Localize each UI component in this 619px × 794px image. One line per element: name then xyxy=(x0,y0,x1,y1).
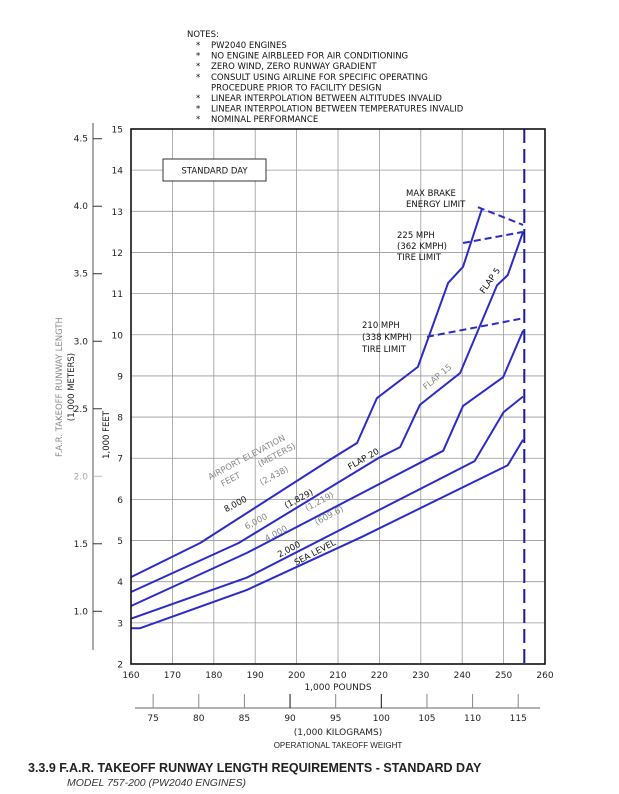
x-tick-label: 250 xyxy=(495,671,512,681)
limit-line xyxy=(477,206,524,226)
y-tick-label: 11 xyxy=(112,290,123,300)
figure-subtitle: MODEL 757-200 (PW2040 ENGINES) xyxy=(67,777,246,789)
x-tick-label: 240 xyxy=(454,671,471,681)
x-tick-label: 220 xyxy=(371,671,388,681)
x-tick-label: 190 xyxy=(247,671,264,681)
curve-6000 xyxy=(130,231,525,593)
x-tick-label: 160 xyxy=(122,671,139,681)
meters-tick-label: 2.5 xyxy=(74,405,88,415)
y-axis-label-feet: 1,000 FEET xyxy=(102,410,112,459)
kg-tick-label: 75 xyxy=(147,714,158,724)
tire225-label-2: (362 KMPH) xyxy=(397,242,447,252)
tire210-label-3: TIRE LIMIT xyxy=(361,345,407,355)
note-item: CONSULT USING AIRLINE FOR SPECIFIC OPERA… xyxy=(211,73,428,83)
note-item: LINEAR INTERPOLATION BETWEEN ALTITUDES I… xyxy=(211,94,442,104)
y-axis-label-meters-2: (1,000 METERS) xyxy=(67,353,77,421)
tire225-label-3: TIRE LIMIT xyxy=(396,253,442,263)
meters-tick-label: 1.5 xyxy=(74,540,88,550)
curve-2000 xyxy=(130,395,524,620)
note-item: ZERO WIND, ZERO RUNWAY GRADIENT xyxy=(211,62,377,72)
kg-tick-label: 90 xyxy=(284,714,296,724)
meters-tick-label: 2.0 xyxy=(74,472,89,482)
meters-tick-label: 3.0 xyxy=(74,337,89,347)
y-tick-label: 5 xyxy=(117,537,123,547)
y-tick-label: 10 xyxy=(112,331,124,341)
meters-tick-label: 4.0 xyxy=(74,202,89,212)
note-item: LINEAR INTERPOLATION BETWEEN TEMPERATURE… xyxy=(211,105,464,115)
x-tick-label: 230 xyxy=(412,671,429,681)
standard-day-box xyxy=(162,158,267,182)
y-tick-label: 15 xyxy=(112,126,123,136)
meters-tick-label: 4.5 xyxy=(74,135,88,145)
note-bullet: * xyxy=(196,115,200,125)
tire225-label-1: 225 MPH xyxy=(397,231,435,241)
note-bullet: * xyxy=(196,62,200,72)
x-axis-label-pounds: 1,000 POUNDS xyxy=(304,683,371,693)
note-item: PROCEDURE PRIOR TO FACILITY DESIGN xyxy=(211,83,382,93)
meters-tick-label: 3.5 xyxy=(74,270,88,280)
note-item: PW2040 ENGINES xyxy=(211,41,287,51)
elev-8000-label: 8,000 xyxy=(223,495,249,515)
x-tick-label: 170 xyxy=(164,671,181,681)
note-bullet: * xyxy=(196,105,200,115)
y-tick-label: 2 xyxy=(117,661,123,671)
elev-6000-label: 6,000 xyxy=(243,512,269,532)
y-tick-label: 3 xyxy=(117,619,123,629)
kg-tick-label: 115 xyxy=(510,714,527,724)
limit-line xyxy=(462,230,524,244)
y-tick-label: 8 xyxy=(117,414,123,424)
flap-15-label: FLAP 15 xyxy=(422,363,455,393)
standard-day-label: STANDARD DAY xyxy=(181,167,248,177)
x-tick-label: 210 xyxy=(329,671,346,681)
brake-limit-label-2: ENERGY LIMIT xyxy=(406,200,466,210)
meters-tick-label: 1.0 xyxy=(74,607,89,617)
kg-tick-label: 95 xyxy=(330,714,341,724)
limit-line xyxy=(426,317,524,338)
tire210-label-2: (338 KMPH) xyxy=(362,333,412,343)
y-axis-label-meters-1: F.A.R. TAKEOFF RUNWAY LENGTH xyxy=(55,317,65,457)
kg-tick-label: 100 xyxy=(373,714,390,724)
x-axis-label-weight: OPERATIONAL TAKEOFF WEIGHT xyxy=(274,741,403,750)
plot-frame xyxy=(130,128,546,665)
curve-4000 xyxy=(130,330,524,607)
notes-block: NOTES: * PW2040 ENGINES * NO ENGINE AIRBLEE… xyxy=(187,30,464,125)
y-tick-label: 9 xyxy=(117,372,123,382)
tire210-label-1: 210 MPH xyxy=(362,321,400,331)
y-tick-label: 7 xyxy=(117,455,123,465)
note-bullet: * xyxy=(196,41,200,51)
note-bullet: * xyxy=(196,94,200,104)
y-tick-label: 6 xyxy=(117,496,123,506)
curve-8000 xyxy=(130,208,484,579)
x-tick-label: 200 xyxy=(288,671,305,681)
kg-tick-label: 85 xyxy=(239,714,250,724)
y-tick-label: 14 xyxy=(112,167,124,177)
y-tick-label: 4 xyxy=(117,578,123,588)
flap-5-label: FLAP 5 xyxy=(478,266,503,295)
x-tick-label: 180 xyxy=(205,671,222,681)
note-bullet: * xyxy=(196,52,200,62)
series-group xyxy=(130,129,526,664)
elev-4000-label: 4,000 xyxy=(263,524,289,544)
curve-sea xyxy=(131,439,524,630)
figure-title: 3.3.9 F.A.R. TAKEOFF RUNWAY LENGTH REQUI… xyxy=(28,761,482,775)
note-item: NO ENGINE AIRBLEED FOR AIR CONDITIONING xyxy=(211,52,408,62)
axes: 160 170 180 190 200 210 220 230 240 250 260 2 3 4 5 6 7 8… xyxy=(74,123,554,724)
notes-heading: NOTES: xyxy=(187,30,219,40)
kg-tick-label: 105 xyxy=(418,714,435,724)
kg-tick-label: 110 xyxy=(464,714,481,724)
x-axis-label-kg: (1,000 KILOGRAMS) xyxy=(294,728,382,738)
y-tick-label: 12 xyxy=(112,249,123,259)
x-tick-label: 260 xyxy=(536,671,553,681)
brake-limit-label-1: MAX BRAKE xyxy=(406,189,456,199)
kg-tick-label: 80 xyxy=(193,714,205,724)
y-tick-label: 13 xyxy=(112,208,123,218)
note-bullet: * xyxy=(196,73,200,83)
note-item: NOMINAL PERFORMANCE xyxy=(211,115,318,125)
